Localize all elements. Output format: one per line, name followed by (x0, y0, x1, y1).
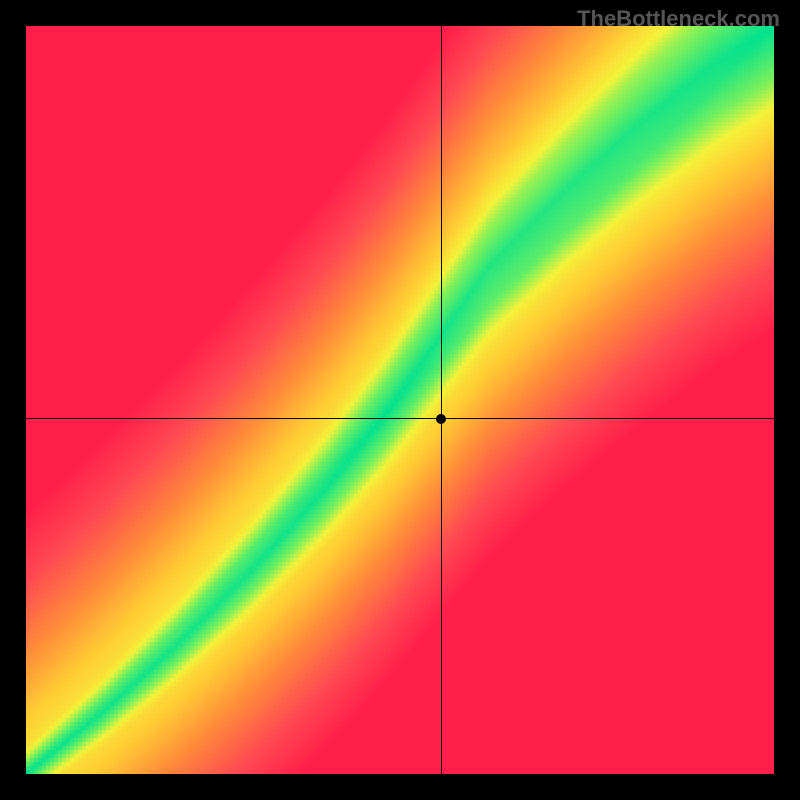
watermark-text: TheBottleneck.com (577, 6, 780, 32)
heatmap-plot (26, 26, 774, 774)
chart-container: TheBottleneck.com (0, 0, 800, 800)
heatmap-canvas (26, 26, 774, 774)
